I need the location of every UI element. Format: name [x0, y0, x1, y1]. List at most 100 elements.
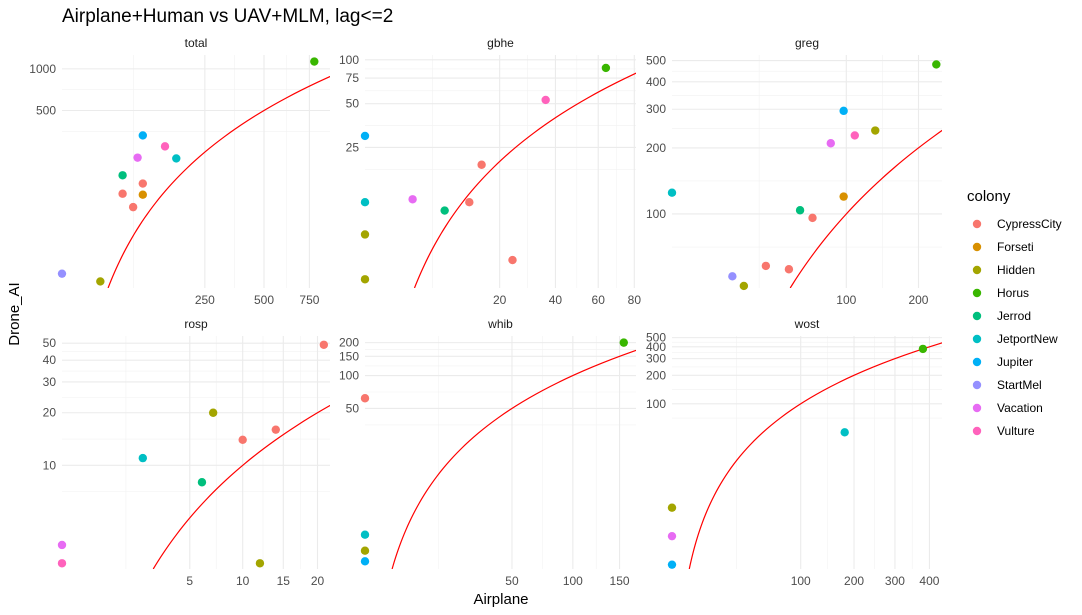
y-tick-label: 10	[43, 458, 57, 472]
legend-title: colony	[967, 188, 1011, 205]
point-jerrod	[118, 171, 127, 180]
chart-title: Airplane+Human vs UAV+MLM, lag<=2	[62, 6, 393, 27]
x-tick-label: 400	[919, 574, 939, 588]
point-cypresscity	[465, 198, 474, 207]
x-tick-label: 100	[836, 293, 856, 307]
legend-key	[972, 288, 982, 298]
panel-total: 250 500 750 500 1000 total	[29, 36, 330, 307]
point-cypresscity	[360, 394, 370, 403]
point-cypresscity	[808, 213, 817, 223]
point-hidden	[360, 275, 370, 284]
point-hidden	[871, 126, 880, 135]
point-vacation	[133, 153, 142, 162]
x-tick-label: 200	[908, 293, 928, 307]
y-tick-label: 400	[646, 75, 666, 89]
point-jerrod	[440, 206, 449, 215]
y-tick-label: 200	[339, 336, 359, 350]
y-tick-label: 200	[646, 368, 666, 382]
point-vacation	[57, 540, 67, 550]
point-cypresscity	[238, 435, 247, 445]
point-cypresscity	[477, 160, 486, 169]
legend-label: Hidden	[997, 263, 1035, 277]
legend-label: Jerrod	[997, 309, 1031, 323]
legend-label: Forseti	[997, 240, 1034, 254]
y-tick-label: 50	[346, 401, 360, 415]
legend-label: Vulture	[997, 424, 1035, 438]
x-tick-label: 250	[195, 293, 215, 307]
point-forseti	[839, 192, 848, 201]
point-jetportnew	[172, 154, 181, 163]
point-hidden	[96, 277, 105, 286]
y-tick-label: 20	[43, 406, 57, 420]
x-tick-label: 100	[791, 574, 811, 588]
identity-line	[413, 72, 636, 288]
legend-label: Horus	[997, 286, 1029, 300]
legend-label: StartMel	[997, 378, 1042, 392]
y-tick-label: 100	[339, 53, 359, 67]
point-vulture	[57, 559, 67, 568]
point-jetportnew	[667, 188, 677, 197]
y-tick-label: 400	[646, 340, 666, 354]
x-tick-label: 300	[885, 574, 905, 588]
identity-line	[107, 75, 330, 288]
y-tick-label: 100	[646, 207, 666, 221]
x-tick-label: 100	[563, 574, 583, 588]
identity-line	[688, 342, 942, 569]
point-hidden	[360, 230, 370, 239]
y-tick-label: 50	[346, 97, 360, 111]
point-jetportnew	[360, 198, 370, 207]
panel-rosp: 5 10 15 20 10 20 30 40 50 rosp	[43, 317, 330, 588]
point-jupiter	[138, 131, 148, 140]
x-tick-label: 10	[236, 574, 250, 588]
facet-label: total	[185, 36, 208, 50]
point-vacation	[667, 531, 677, 541]
legend-label: Jupiter	[997, 355, 1033, 369]
point-horus	[932, 60, 941, 69]
y-tick-label: 200	[646, 141, 666, 155]
legend-key	[972, 380, 982, 390]
point-startmel	[57, 269, 67, 278]
y-tick-label: 500	[646, 54, 666, 68]
panels: 250 500 750 500 1000 total 20 40 60 80 25 50 75 100 gb…	[29, 36, 942, 588]
legend-key	[972, 357, 982, 367]
facet-label: wost	[794, 317, 820, 331]
point-jupiter	[839, 106, 848, 116]
y-tick-label: 40	[43, 353, 57, 367]
facet-label: greg	[795, 36, 819, 50]
point-horus	[918, 344, 928, 354]
panel-greg: 100 200 100 200 300 400 500 greg	[646, 36, 942, 307]
legend: colony CypressCity Forseti Hidden Horus Jerr…	[967, 188, 1062, 438]
y-tick-label: 30	[43, 375, 57, 389]
y-axis-title: Drone_AI	[6, 282, 23, 345]
x-tick-label: 5	[186, 574, 193, 588]
point-hidden	[667, 503, 677, 512]
point-hidden	[739, 281, 749, 291]
panel-gbhe: 20 40 60 80 25 50 75 100 gbhe	[339, 36, 642, 307]
point-cypresscity	[508, 255, 517, 265]
legend-label: Vacation	[997, 401, 1043, 415]
legend-key	[972, 403, 982, 413]
y-tick-label: 100	[646, 397, 666, 411]
y-tick-label: 100	[339, 369, 359, 383]
y-tick-label: 1000	[29, 62, 56, 76]
point-jetportnew	[138, 453, 148, 463]
facet-label: gbhe	[487, 36, 514, 50]
identity-line	[789, 129, 942, 288]
point-jerrod	[795, 206, 805, 215]
facet-label: whib	[487, 317, 513, 331]
x-tick-label: 60	[592, 293, 606, 307]
x-tick-label: 20	[311, 574, 325, 588]
point-hidden	[360, 546, 370, 555]
point-cypresscity	[319, 340, 329, 349]
legend-key	[972, 334, 982, 344]
point-jupiter	[667, 560, 677, 569]
x-tick-label: 150	[610, 574, 630, 588]
x-tick-label: 80	[628, 293, 642, 307]
facet-label: rosp	[184, 317, 208, 331]
x-axis-title: Airplane	[473, 591, 528, 608]
y-tick-label: 50	[43, 336, 57, 350]
y-tick-label: 300	[646, 102, 666, 116]
legend-key	[972, 426, 982, 436]
